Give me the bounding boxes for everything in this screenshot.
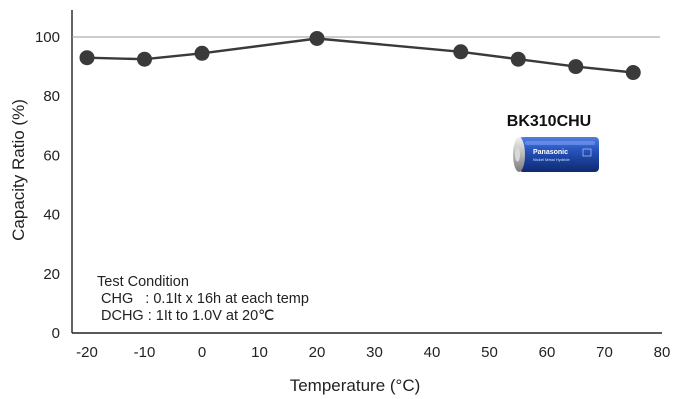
- x-tick-label: 60: [539, 344, 556, 361]
- y-tick-label: 100: [35, 29, 60, 46]
- x-tick-label: 50: [481, 344, 498, 361]
- data-point: [137, 51, 152, 67]
- test-condition-annotation: Test Condition CHG : 0.1It x 16h at each…: [97, 274, 309, 324]
- data-point: [194, 45, 210, 61]
- battery-highlight: [525, 141, 595, 145]
- x-tick-label: 40: [424, 344, 441, 361]
- data-point: [625, 65, 641, 81]
- y-tick-label: 40: [43, 207, 60, 224]
- x-axis-title: Temperature (°C): [290, 376, 421, 395]
- test-condition-line-1: CHG : 0.1It x 16h at each temp: [101, 291, 309, 307]
- data-point: [79, 50, 95, 66]
- battery-brand-text: Panasonic: [533, 149, 568, 156]
- data-point: [510, 51, 526, 67]
- test-condition-title: Test Condition: [97, 274, 189, 290]
- x-tick-label: 10: [251, 344, 268, 361]
- series-layer: [79, 30, 641, 81]
- y-tick-label: 60: [43, 147, 60, 164]
- axes: [71, 10, 662, 334]
- y-axis-title: Capacity Ratio (%): [9, 99, 28, 241]
- data-point: [568, 59, 584, 75]
- battery-mark: [582, 148, 592, 157]
- y-tick-label: 20: [43, 266, 60, 283]
- x-tick-label: 30: [366, 344, 383, 361]
- y-tick-label: 80: [43, 88, 60, 105]
- y-tick-label: 0: [52, 325, 60, 342]
- battery-terminal-center: [515, 147, 520, 162]
- test-condition-line-2: DCHG : 1It to 1.0V at 20℃: [101, 308, 274, 324]
- x-tick-label: 0: [198, 344, 206, 361]
- data-point: [309, 30, 325, 46]
- tick-labels: -20 -10 0 10 20 30 40 50 60 70 80 0 20 40 60 80 100: [35, 29, 670, 361]
- x-tick-label: -20: [76, 344, 98, 361]
- battery-body: [519, 137, 599, 172]
- x-tick-label: -10: [134, 344, 156, 361]
- series-line: [86, 37, 634, 74]
- data-point: [453, 44, 469, 60]
- x-tick-label: 20: [309, 344, 326, 361]
- x-tick-label: 80: [654, 344, 671, 361]
- battery-image: Panasonic Nickel Metal Hydride: [513, 137, 599, 172]
- x-tick-label: 70: [596, 344, 613, 361]
- product-label: BK310CHU: [507, 113, 591, 130]
- battery-subtitle-text: Nickel Metal Hydride: [533, 157, 570, 162]
